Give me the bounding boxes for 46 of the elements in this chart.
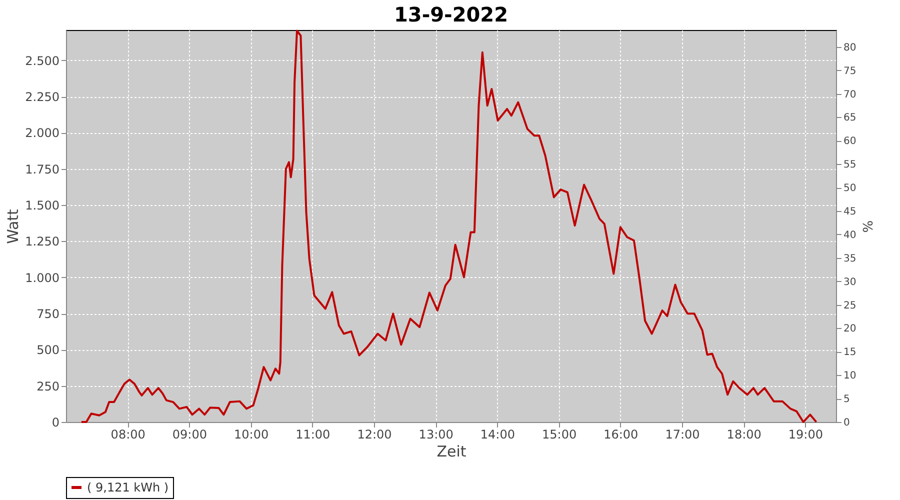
y2-tick-label: 50 xyxy=(844,183,856,194)
y2-tick-label: 45 xyxy=(844,206,856,218)
y2-tick-label: 25 xyxy=(844,300,856,312)
y-tick-label: 1.500 xyxy=(25,198,60,213)
y2-axis-title: % xyxy=(859,220,874,233)
x-tick-label: 11:00 xyxy=(296,428,330,442)
x-tick-label: 08:00 xyxy=(110,428,146,442)
y-tick-label: 1.750 xyxy=(25,162,60,176)
y2-tick-label: 70 xyxy=(844,89,856,100)
y2-tick-label: 20 xyxy=(844,324,856,335)
y-tick-label: 250 xyxy=(36,379,60,394)
x-tick-label: 10:00 xyxy=(234,428,269,442)
y-tick-label: 1.000 xyxy=(25,270,60,285)
line-series xyxy=(80,30,818,423)
y-tick-label: 500 xyxy=(36,343,60,358)
x-tick-label: 12:00 xyxy=(357,428,392,442)
y2-tick-label: 10 xyxy=(844,370,856,382)
x-tick-label: 09:00 xyxy=(172,428,207,442)
x-axis-title: Zeit xyxy=(436,442,466,460)
y2-tick-label: 0 xyxy=(844,418,850,428)
y-axis-title: Watt xyxy=(4,208,22,244)
x-tick-label: 16:00 xyxy=(604,428,638,442)
y2-tick-label: 5 xyxy=(844,394,850,406)
x-tick-label: 18:00 xyxy=(726,428,762,442)
y2-tick-label: 55 xyxy=(844,160,856,171)
y-tick-label: 2.000 xyxy=(25,126,60,140)
y-tick-label: 0 xyxy=(52,416,60,430)
x-tick-label: 13:00 xyxy=(418,428,454,442)
y2-tick-label: 80 xyxy=(844,42,856,54)
chart-title: 13-9-2022 xyxy=(394,2,508,27)
y2-tick-label: 15 xyxy=(844,347,856,358)
y-tick-label: 1.250 xyxy=(25,234,60,249)
y2-tick-label: 65 xyxy=(844,112,856,124)
y2-tick-label: 35 xyxy=(844,253,856,264)
x-tick-label: 17:00 xyxy=(665,428,700,442)
y-tick-label: 2.250 xyxy=(25,90,60,104)
y2-tick-label: 60 xyxy=(844,136,856,148)
y-tick-label: 2.500 xyxy=(25,54,60,68)
y2-tick-label: 40 xyxy=(844,230,856,241)
x-tick-label: 19:00 xyxy=(788,428,823,442)
x-tick-label: 15:00 xyxy=(542,428,577,442)
x-tick-label: 14:00 xyxy=(480,428,515,442)
legend-label: ( 9,121 kWh ) xyxy=(87,480,169,494)
y2-tick-label: 75 xyxy=(844,66,856,77)
y-tick-label: 750 xyxy=(36,307,60,322)
y2-tick-label: 30 xyxy=(844,276,856,288)
